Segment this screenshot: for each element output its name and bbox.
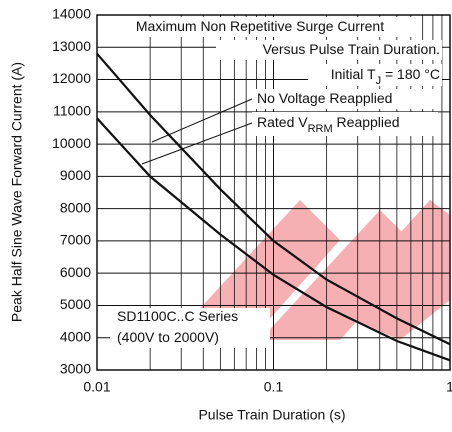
y-tick-label: 14000 <box>52 6 91 22</box>
annotation-part: SD1100C..C Series <box>117 308 238 324</box>
label-backgrounds <box>108 17 442 348</box>
annotation-part: J <box>376 75 382 87</box>
leader-lines <box>141 98 253 165</box>
annotation: SD1100C..C Series <box>117 308 238 324</box>
y-tick-label: 6000 <box>60 264 91 280</box>
y-tick-label: 4000 <box>60 328 91 344</box>
annotation-part: Versus Pulse Train Duration. <box>263 41 440 57</box>
annotation-part: Initial T <box>331 66 376 82</box>
series <box>96 52 451 362</box>
series-line <box>96 117 451 362</box>
legend-label-part: Rated V <box>257 114 308 130</box>
y-tick-label: 5000 <box>60 296 91 312</box>
x-tick-label: 0.1 <box>264 379 284 395</box>
y-tick-label: 13000 <box>52 38 91 54</box>
annotation-part: Maximum Non Repetitive Surge Current <box>136 18 384 34</box>
x-axis-label: Pulse Train Duration (s) <box>198 407 345 423</box>
y-tick-label: 8000 <box>60 199 91 215</box>
annotation: Initial TJ = 180 °C <box>331 66 440 87</box>
annotation: (400V to 2000V) <box>117 329 219 345</box>
annotation-part: = 180 °C <box>381 66 440 82</box>
series-line <box>96 52 451 346</box>
y-tick-label: 12000 <box>52 70 91 86</box>
x-tick-label: 1 <box>446 379 452 395</box>
plot-frame <box>96 14 451 371</box>
legend-label: Rated VRRM Reapplied <box>257 114 400 135</box>
annotation-part: (400V to 2000V) <box>117 329 219 345</box>
annotation: Maximum Non Repetitive Surge Current <box>136 18 384 34</box>
legend-label: No Voltage Reapplied <box>257 90 392 106</box>
legend-label-part: RRM <box>308 123 333 135</box>
legend-label-part: Reapplied <box>333 114 400 130</box>
y-tick-label: 10000 <box>52 135 91 151</box>
legend-label-part: No Voltage Reapplied <box>257 90 392 106</box>
y-tick-label: 11000 <box>53 103 91 119</box>
annotation: Versus Pulse Train Duration. <box>263 41 440 57</box>
y-axis-label: Peak Half Sine Wave Forward Current (A) <box>9 62 25 322</box>
y-tick-label: 7000 <box>60 232 91 248</box>
y-tick-label: 9000 <box>60 167 91 183</box>
y-tick-label: 3000 <box>60 361 91 377</box>
x-tick-label: 0.01 <box>83 379 110 395</box>
